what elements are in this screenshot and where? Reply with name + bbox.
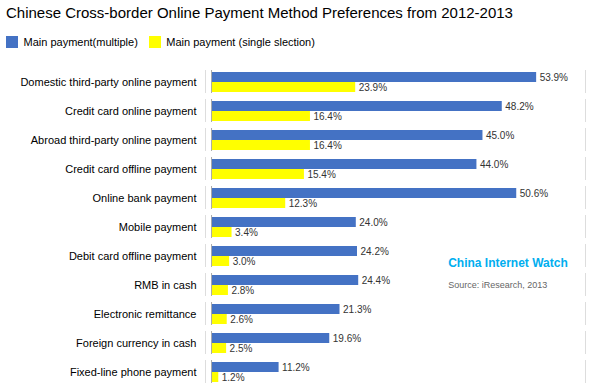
svg-text:45.0%: 45.0% bbox=[486, 129, 514, 140]
svg-text:Online bank payment: Online bank payment bbox=[93, 191, 197, 203]
html-text:Source: iResearch, 2013: Source: iResearch, 2013 bbox=[448, 280, 548, 291]
svg-text:2.8%: 2.8% bbox=[231, 284, 254, 295]
svg-text:50.6%: 50.6% bbox=[520, 187, 548, 198]
svg-text:Fixed-line phone payment: Fixed-line phone payment bbox=[70, 365, 197, 377]
svg-text:11.2%: 11.2% bbox=[282, 361, 310, 372]
svg-text:Domestic third-party online pa: Domestic third-party online payment bbox=[20, 75, 196, 87]
svg-text:53.9%: 53.9% bbox=[540, 71, 568, 82]
svg-text:24.0%: 24.0% bbox=[359, 216, 387, 227]
svg-text:Credit card online payment: Credit card online payment bbox=[65, 104, 196, 116]
svg-text:15.4%: 15.4% bbox=[307, 168, 335, 179]
svg-text:Electronic remittance: Electronic remittance bbox=[94, 307, 197, 319]
svg-text:Abroad third-party online paym: Abroad third-party online payment bbox=[31, 133, 197, 145]
svg-text:1.2%: 1.2% bbox=[222, 371, 245, 382]
svg-text:16.4%: 16.4% bbox=[313, 110, 341, 121]
svg-text:16.4%: 16.4% bbox=[313, 139, 341, 150]
svg-text:12.3%: 12.3% bbox=[289, 197, 317, 208]
svg-text:24.4%: 24.4% bbox=[362, 274, 390, 285]
svg-text:44.0%: 44.0% bbox=[480, 158, 508, 169]
svg-text:21.3%: 21.3% bbox=[343, 303, 371, 314]
svg-text:19.6%: 19.6% bbox=[333, 332, 361, 343]
svg-text:Debit card offline payment: Debit card offline payment bbox=[69, 249, 197, 261]
svg-text:Foreign currency in cash: Foreign currency in cash bbox=[76, 336, 196, 348]
html-text:Chinese Cross-border Online Pa: Chinese Cross-border Online Payment Meth… bbox=[6, 4, 513, 21]
svg-text:3.4%: 3.4% bbox=[235, 226, 258, 237]
html-text:Main payment(multiple): Main payment(multiple) bbox=[23, 35, 138, 48]
svg-text:48.2%: 48.2% bbox=[505, 100, 533, 111]
html-text:China Internet Watch: China Internet Watch bbox=[448, 256, 568, 271]
svg-text:2.5%: 2.5% bbox=[230, 342, 253, 353]
svg-text:3.0%: 3.0% bbox=[233, 255, 256, 266]
svg-text:Mobile payment: Mobile payment bbox=[119, 220, 197, 232]
svg-text:RMB in cash: RMB in cash bbox=[134, 278, 196, 290]
svg-text:23.9%: 23.9% bbox=[359, 81, 387, 92]
svg-text:2.6%: 2.6% bbox=[230, 313, 253, 324]
svg-text:Credit card offline payment: Credit card offline payment bbox=[65, 162, 196, 174]
svg-text:24.2%: 24.2% bbox=[361, 245, 389, 256]
html-text:Main payment (single slection): Main payment (single slection) bbox=[166, 35, 315, 48]
